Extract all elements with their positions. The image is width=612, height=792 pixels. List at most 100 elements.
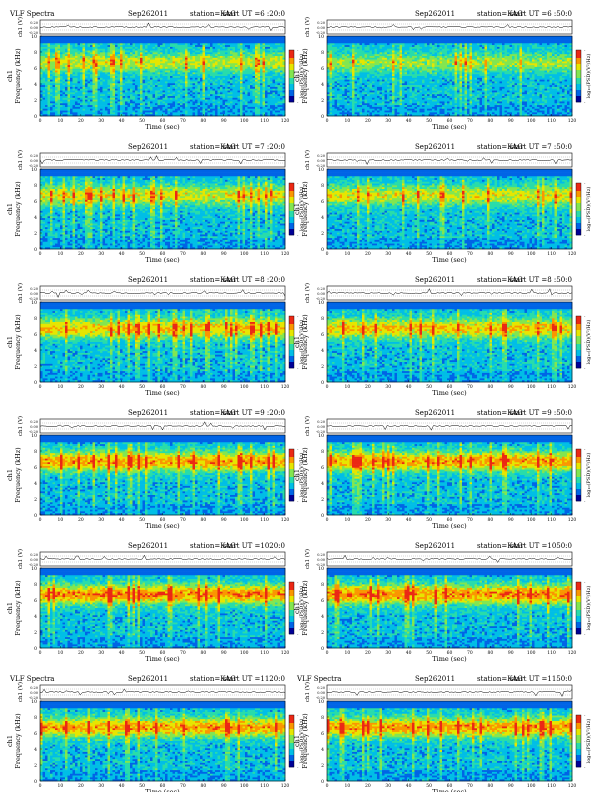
spectrogram-cell [50, 83, 53, 85]
spectrogram-cell [75, 52, 78, 54]
spectrogram-cell [60, 72, 63, 74]
spectrogram-cell [65, 36, 68, 38]
spectrogram-cell [50, 67, 53, 69]
spectrogram-cell [43, 98, 46, 100]
spectrogram-cell [63, 112, 66, 114]
spectrogram-cell [40, 58, 43, 60]
spectrogram-cell [68, 52, 71, 54]
spectrogram-cell [48, 51, 51, 53]
spectrogram-cell [40, 43, 43, 45]
spectrogram-cell [65, 41, 68, 43]
spectrogram-cell [73, 52, 76, 54]
spectrogram-cell [73, 112, 76, 114]
spectrogram-cell [83, 72, 86, 74]
spectrogram-cell [60, 45, 63, 47]
spectrogram-cell [75, 111, 78, 113]
spectrogram-cell [53, 36, 56, 38]
spectrogram-cell [45, 80, 48, 82]
spectrogram-cell [58, 85, 61, 87]
spectrogram-cell [75, 61, 78, 63]
spectrogram-cell [43, 78, 46, 80]
spectrogram-cell [50, 52, 53, 54]
spectrogram-cell [55, 107, 58, 109]
spectrogram-cell [43, 89, 46, 91]
spectrogram-cell [48, 52, 51, 54]
spectrogram-cell [55, 78, 58, 80]
spectrogram-cell [70, 56, 73, 58]
spectrogram-cell [83, 63, 86, 65]
spectrogram-cell [50, 41, 53, 43]
spectrogram-cell [65, 87, 68, 89]
spectrogram-cell [43, 61, 46, 63]
spectrogram-cell [40, 91, 43, 93]
spectrogram-cell [58, 60, 61, 62]
spectrogram-cell [40, 72, 43, 74]
spectrogram-cell [50, 112, 53, 114]
spectrogram-cell [75, 100, 78, 102]
spectrogram-cell [78, 56, 81, 58]
spectrogram-cell [43, 71, 46, 73]
spectrogram-cell [63, 81, 66, 83]
spectrogram-cell [55, 80, 58, 82]
spectrogram-cell [73, 92, 76, 94]
spectrogram-cell [80, 112, 83, 114]
spectrogram-cell [55, 47, 58, 49]
spectrogram-cell [83, 45, 86, 47]
spectrogram-cell [83, 49, 86, 51]
spectrogram-cell [70, 45, 73, 47]
spectrogram-cell [78, 58, 81, 60]
spectrogram-cell [68, 81, 71, 83]
spectrogram-cell [45, 52, 48, 54]
spectrogram-cell [65, 61, 68, 63]
spectrogram-cell [58, 111, 61, 113]
spectrogram-cell [83, 54, 86, 56]
spectrogram-cell [45, 78, 48, 80]
spectrogram-cell [40, 96, 43, 98]
spectrogram-cell [68, 58, 71, 60]
spectrogram-cell [50, 85, 53, 87]
spectrogram-cell [65, 105, 68, 107]
spectrogram-cell [78, 103, 81, 105]
spectrogram-cell [78, 100, 81, 102]
spectrogram-cell [53, 89, 56, 91]
spectrogram-cell [68, 87, 71, 89]
spectrogram-cell [83, 51, 86, 53]
spectrogram-cell [58, 47, 61, 49]
spectrogram-cell [45, 38, 48, 40]
spectrogram-cell [68, 60, 71, 62]
spectrogram-cell [80, 63, 83, 65]
spectrogram-cell [45, 58, 48, 60]
spectrogram-cell [48, 58, 51, 60]
spectrogram-cell [60, 94, 63, 96]
spectrogram-cell [73, 61, 76, 63]
spectrogram-cell [58, 91, 61, 93]
spectrogram-cell [80, 47, 83, 49]
spectrogram-cell [43, 45, 46, 47]
spectrogram-cell [58, 67, 61, 69]
spectrogram-cell [70, 51, 73, 53]
spectrogram-cell [48, 109, 51, 111]
spectrogram-cell [63, 96, 66, 98]
spectrogram-cell [50, 36, 53, 38]
spectrogram-cell [43, 87, 46, 89]
spectrogram-cell [78, 65, 81, 67]
spectrogram-cell [60, 111, 63, 113]
spectrogram-cell [63, 111, 66, 113]
spectrogram-cell [68, 76, 71, 78]
spectrogram-cell [75, 58, 78, 60]
spectrogram-cell [53, 61, 56, 63]
spectrogram-cell [78, 76, 81, 78]
spectrogram-cell [70, 47, 73, 49]
spectrogram-cell [80, 83, 83, 85]
spectrogram-cell [63, 72, 66, 74]
spectrogram-cell [70, 96, 73, 98]
spectrogram-cell [63, 107, 66, 109]
spectrogram-cell [40, 38, 43, 40]
spectrogram-cell [83, 56, 86, 58]
spectrogram-cell [75, 67, 78, 69]
spectrogram-cell [75, 71, 78, 73]
spectrogram-cell [48, 71, 51, 73]
spectrogram-cell [68, 71, 71, 73]
spectrogram-cell [70, 69, 73, 71]
spectrogram-cell [53, 63, 56, 65]
